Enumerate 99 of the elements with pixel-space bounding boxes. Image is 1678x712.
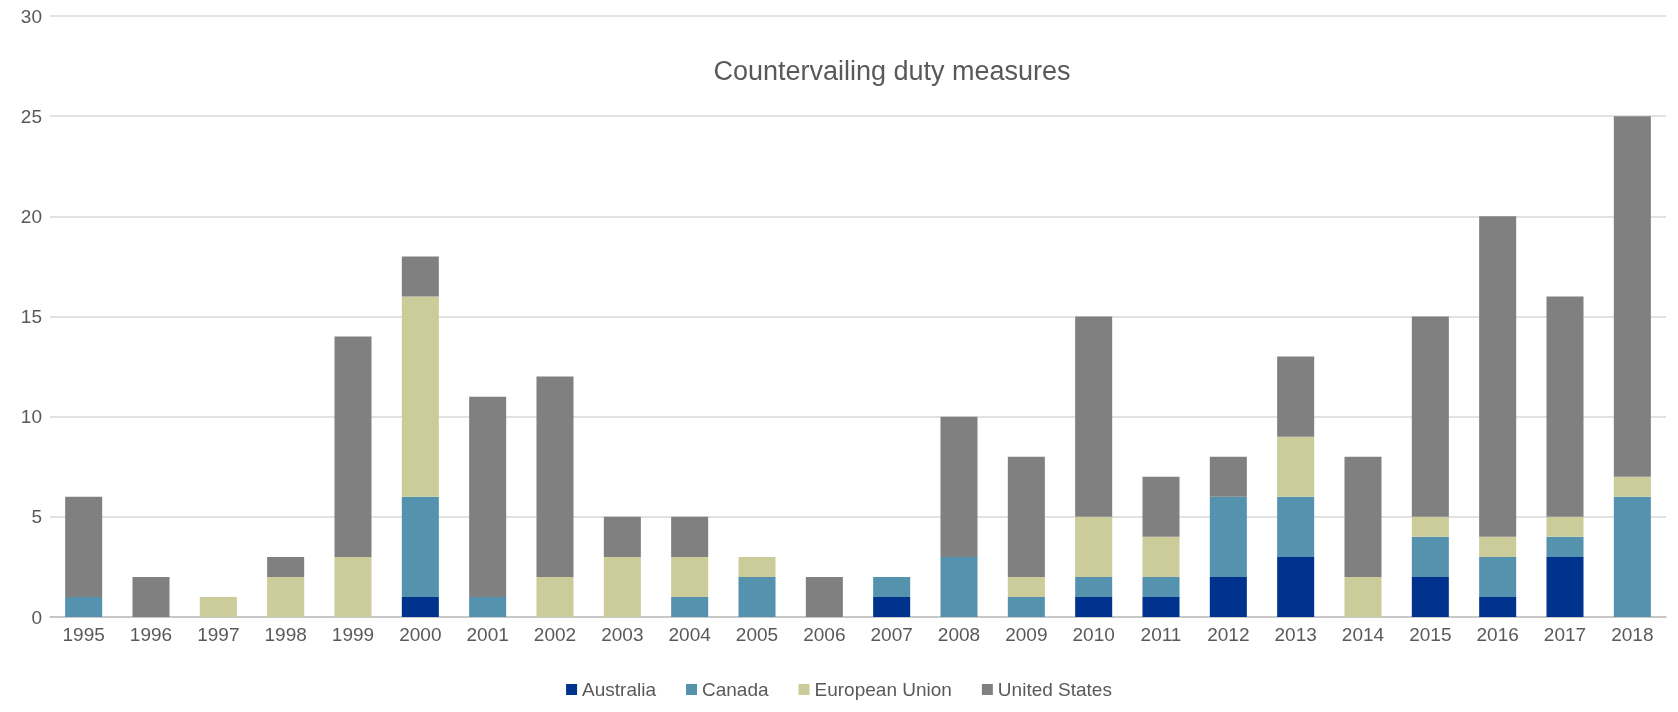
- bar: [1007, 456, 1045, 577]
- bar: [940, 556, 978, 617]
- legend-label: Canada: [701, 679, 769, 700]
- x-tick-label: 2004: [668, 624, 712, 645]
- y-tick-label: 10: [20, 406, 42, 428]
- bar: [1277, 556, 1315, 617]
- bar: [1613, 476, 1651, 497]
- bar: [267, 556, 305, 577]
- y-tick-label: 0: [31, 606, 42, 628]
- bar: [1411, 536, 1449, 577]
- x-tick-label: 2008: [937, 624, 981, 645]
- x-tick-label: 1995: [62, 624, 105, 645]
- bar: [1479, 596, 1517, 617]
- y-tick-label: 30: [20, 5, 42, 27]
- y-tick-label: 5: [31, 506, 42, 528]
- y-tick-label: 15: [20, 306, 42, 327]
- x-tick-label: 2000: [399, 624, 442, 645]
- x-tick-label: 2018: [1611, 624, 1654, 645]
- x-tick-label: 2013: [1274, 624, 1317, 645]
- x-tick-label: 2017: [1543, 624, 1587, 645]
- text: Countervailing duty measures: [713, 55, 1071, 86]
- x-tick-label: 2012: [1207, 624, 1250, 645]
- bar: [1075, 516, 1113, 577]
- bar: [65, 496, 103, 597]
- bar: [536, 576, 574, 617]
- bar: [334, 336, 372, 557]
- x-tick-label: 2016: [1476, 624, 1519, 645]
- bar: [401, 496, 439, 597]
- bar: [1075, 596, 1113, 617]
- x-tick-label: 2014: [1341, 624, 1385, 645]
- x-tick-label: 2011: [1140, 624, 1182, 645]
- bar: [536, 376, 574, 577]
- y-tick-label: 25: [20, 105, 42, 127]
- bar: [1007, 596, 1045, 617]
- bar: [401, 596, 439, 617]
- bar: [1277, 436, 1315, 497]
- x-tick-label: 2015: [1409, 624, 1452, 645]
- bar: [1411, 576, 1449, 617]
- bar: [1075, 316, 1113, 517]
- x-tick-label: 2005: [735, 624, 779, 645]
- legend-label: United States: [997, 679, 1112, 700]
- bar: [1411, 316, 1449, 517]
- bar: [1277, 496, 1315, 557]
- bar: [1546, 516, 1584, 537]
- bar: [1613, 496, 1651, 617]
- x-tick-label: 2006: [803, 624, 846, 645]
- x-tick-label: 2010: [1072, 624, 1115, 645]
- bar: [132, 576, 170, 617]
- bar: [1209, 576, 1247, 617]
- bar: [671, 596, 709, 617]
- bar: [1613, 116, 1651, 477]
- bar: [199, 596, 237, 617]
- legend-label: European Union: [814, 679, 952, 700]
- x-tick-label: 1996: [129, 624, 173, 645]
- x-tick-label: 1997: [197, 624, 240, 645]
- bar: [469, 596, 507, 617]
- bar: [1479, 556, 1517, 597]
- bar: [1479, 216, 1517, 537]
- legend-label: Australia: [582, 679, 657, 700]
- x-tick-label: 2009: [1005, 624, 1048, 645]
- y-tick-label: 20: [20, 205, 42, 227]
- bar: [1142, 536, 1180, 577]
- bar: [1209, 456, 1247, 497]
- bar: [1075, 576, 1113, 597]
- bar: [267, 576, 305, 617]
- bar: [1209, 496, 1247, 577]
- x-tick-label: 2007: [870, 624, 913, 645]
- bar: [65, 596, 103, 617]
- bar: [805, 576, 843, 617]
- x-tick-label: 2002: [533, 624, 577, 645]
- bar: [1142, 576, 1180, 597]
- bar: [1479, 536, 1517, 557]
- x-tick-label: 2001: [466, 624, 509, 645]
- bar: [401, 296, 439, 497]
- bar: [469, 396, 507, 597]
- bar: [334, 556, 372, 617]
- x-tick-label: 1998: [264, 624, 307, 645]
- bar: [1142, 596, 1180, 617]
- bar: [738, 556, 776, 577]
- x-tick-label: 1999: [331, 624, 375, 645]
- bar: [1411, 516, 1449, 537]
- bar: [1277, 356, 1315, 437]
- bar: [873, 596, 911, 617]
- bar: [1007, 576, 1045, 597]
- bar: [873, 576, 911, 597]
- bar: [401, 256, 439, 297]
- bar: [1142, 476, 1180, 537]
- bar: [603, 556, 641, 617]
- bar: [738, 576, 776, 617]
- bar: [1546, 296, 1584, 517]
- bar: [671, 556, 709, 597]
- bar: [940, 416, 978, 557]
- bar: [1546, 536, 1584, 557]
- bar: [671, 516, 709, 557]
- bar: [1344, 456, 1382, 577]
- x-tick-label: 2003: [601, 624, 644, 645]
- bar: [603, 516, 641, 557]
- bar: [1344, 576, 1382, 617]
- bar: [1546, 556, 1584, 617]
